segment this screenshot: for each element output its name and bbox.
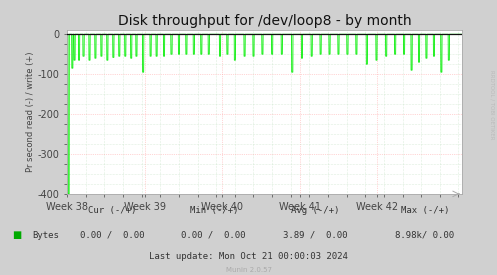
Text: 8.98k/ 0.00: 8.98k/ 0.00 — [396, 231, 454, 240]
Text: RRDTOOL / TOBI OETIKER: RRDTOOL / TOBI OETIKER — [490, 70, 495, 139]
Text: 0.00 /  0.00: 0.00 / 0.00 — [181, 231, 246, 240]
Text: Avg (-/+): Avg (-/+) — [291, 206, 340, 215]
Title: Disk throughput for /dev/loop8 - by month: Disk throughput for /dev/loop8 - by mont… — [118, 14, 412, 28]
Text: 3.89 /  0.00: 3.89 / 0.00 — [283, 231, 348, 240]
Y-axis label: Pr second read (-) / write (+): Pr second read (-) / write (+) — [26, 52, 35, 172]
Text: Max (-/+): Max (-/+) — [401, 206, 449, 215]
Text: 0.00 /  0.00: 0.00 / 0.00 — [80, 231, 144, 240]
Text: Munin 2.0.57: Munin 2.0.57 — [226, 267, 271, 273]
Text: Min (-/+): Min (-/+) — [189, 206, 238, 215]
Text: Last update: Mon Oct 21 00:00:03 2024: Last update: Mon Oct 21 00:00:03 2024 — [149, 252, 348, 261]
Text: Cur (-/+): Cur (-/+) — [87, 206, 136, 215]
Text: Bytes: Bytes — [32, 231, 59, 240]
Text: ■: ■ — [12, 230, 22, 240]
